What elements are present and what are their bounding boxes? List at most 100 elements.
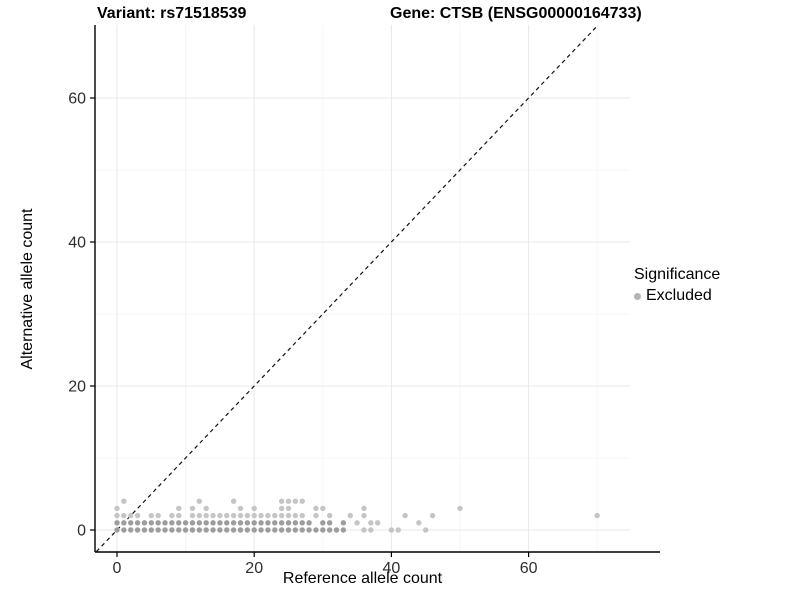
data-point [224, 512, 230, 519]
data-point [224, 527, 230, 533]
data-point [121, 520, 127, 526]
data-point [114, 505, 120, 512]
data-point [299, 520, 305, 526]
y-tick-label: 60 [68, 91, 86, 108]
data-point [244, 520, 251, 526]
data-point [251, 527, 257, 533]
data-point [141, 520, 148, 526]
x-tick-label: 60 [520, 560, 538, 577]
legend-item-excluded: Excluded [634, 287, 720, 305]
data-point [285, 498, 292, 504]
data-point [217, 512, 223, 519]
data-point [258, 520, 264, 526]
data-point [230, 520, 237, 526]
data-point [368, 520, 374, 526]
data-point [292, 527, 299, 533]
data-point [148, 520, 154, 526]
data-point [313, 527, 319, 533]
data-point [176, 527, 182, 533]
data-point [237, 527, 244, 533]
data-point [189, 505, 196, 512]
data-point [429, 512, 436, 519]
data-point [278, 520, 285, 526]
data-point [148, 512, 154, 519]
data-point [155, 520, 161, 526]
data-point [169, 527, 175, 533]
data-point [313, 512, 319, 519]
data-point [251, 512, 257, 519]
data-point [114, 520, 120, 526]
plot-title-gene: Gene: CTSB (ENSG00000164733) [390, 5, 642, 22]
data-point [299, 498, 305, 504]
data-point [388, 527, 395, 533]
data-point [326, 520, 333, 526]
data-point [176, 512, 182, 519]
data-point [134, 512, 141, 519]
data-point [169, 512, 175, 519]
data-point [326, 512, 333, 519]
data-point [121, 527, 127, 533]
data-point [189, 520, 196, 526]
data-point [155, 512, 161, 519]
data-point [162, 520, 168, 526]
data-point [189, 512, 196, 519]
data-point [320, 505, 326, 512]
data-point [258, 527, 264, 533]
data-point [313, 505, 319, 512]
data-point [203, 527, 209, 533]
x-tick-label: 20 [245, 560, 263, 577]
x-tick-label: 40 [383, 560, 401, 577]
data-point [155, 527, 161, 533]
data-point [196, 512, 203, 519]
data-point [340, 520, 347, 526]
data-point [182, 520, 189, 526]
legend-title: Significance [634, 266, 721, 283]
data-point [182, 527, 189, 533]
data-point [361, 512, 367, 519]
data-point [128, 527, 134, 533]
data-point [361, 505, 367, 512]
data-point [299, 512, 305, 519]
data-point [368, 527, 374, 533]
data-point [320, 527, 326, 533]
data-point [203, 512, 209, 519]
data-point [340, 527, 347, 533]
data-point [230, 512, 237, 519]
legend: Significance Excluded [634, 266, 720, 305]
x-tick-label: 0 [113, 560, 122, 577]
data-point [196, 498, 203, 504]
data-point [251, 505, 257, 512]
data-point [292, 498, 299, 504]
data-point [210, 520, 216, 526]
data-point [374, 520, 381, 526]
data-point [148, 527, 154, 533]
data-point [272, 520, 278, 526]
data-point [237, 520, 244, 526]
data-point [251, 520, 257, 526]
data-point [237, 505, 244, 512]
data-point [114, 512, 120, 519]
data-point [169, 520, 175, 526]
data-point [333, 527, 340, 533]
data-point [416, 520, 422, 526]
data-point [306, 527, 312, 533]
plot-title-variant: Variant: rs71518539 [97, 5, 247, 22]
data-point [203, 505, 209, 512]
data-point [176, 520, 182, 526]
legend-point-icon [634, 292, 641, 300]
legend-item-label: Excluded [646, 287, 712, 304]
data-point [244, 512, 251, 519]
data-point [278, 498, 285, 504]
data-point [244, 527, 251, 533]
data-point [326, 527, 333, 533]
data-point [128, 512, 134, 519]
data-point [285, 520, 292, 526]
data-point [285, 505, 292, 512]
data-point [306, 520, 312, 526]
data-point [176, 505, 182, 512]
data-point [196, 520, 203, 526]
data-point [196, 527, 203, 533]
y-tick-label: 0 [77, 523, 86, 540]
data-point [210, 527, 216, 533]
